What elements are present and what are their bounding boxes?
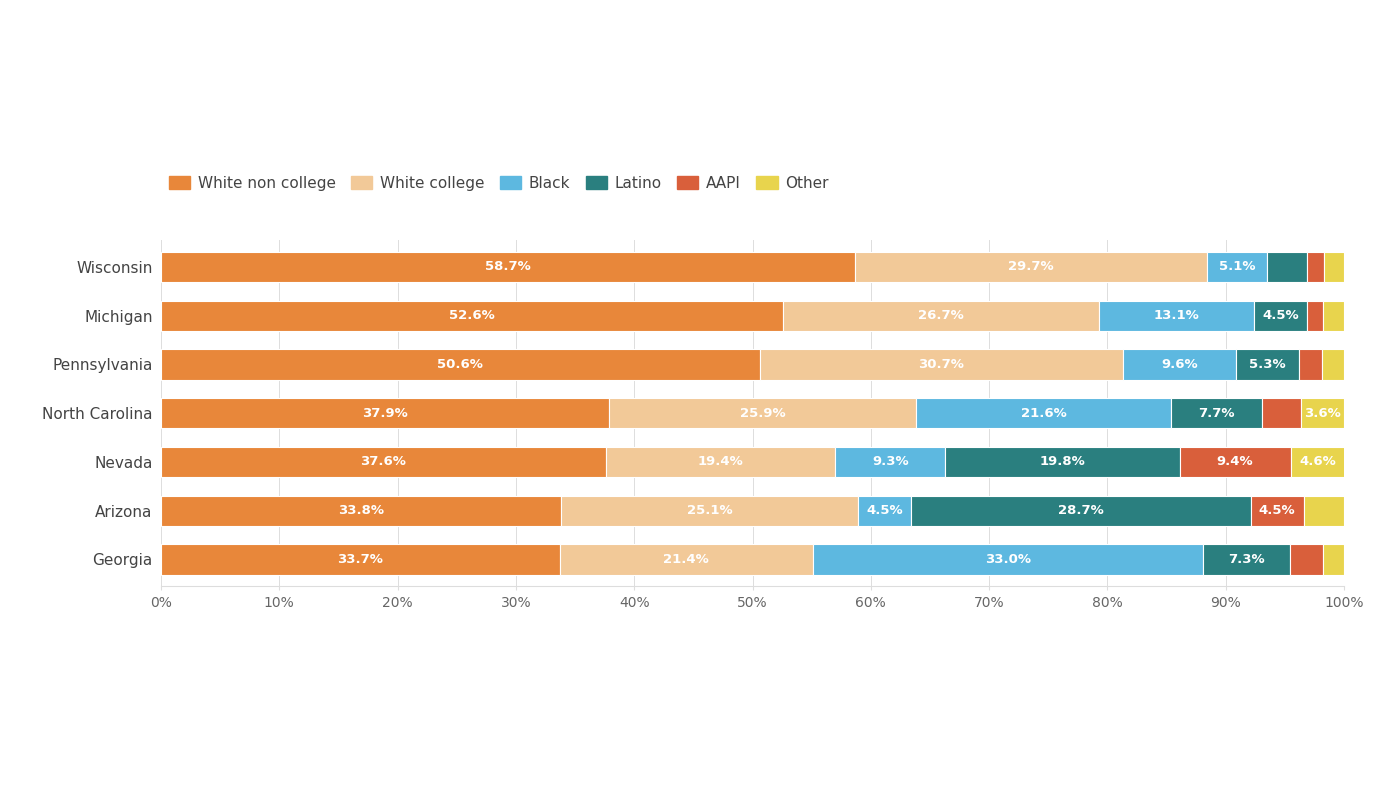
- Text: 4.6%: 4.6%: [1299, 456, 1337, 468]
- Bar: [1324, 252, 1344, 282]
- Text: 9.4%: 9.4%: [1217, 456, 1253, 468]
- Text: 33.7%: 33.7%: [337, 553, 384, 566]
- Bar: [161, 349, 760, 379]
- Bar: [783, 301, 1099, 331]
- Text: 4.5%: 4.5%: [1263, 309, 1299, 322]
- Text: 26.7%: 26.7%: [918, 309, 965, 322]
- Text: 19.4%: 19.4%: [697, 456, 743, 468]
- Text: 37.9%: 37.9%: [363, 407, 407, 419]
- Text: 9.6%: 9.6%: [1161, 358, 1198, 371]
- Bar: [609, 398, 916, 428]
- Text: 30.7%: 30.7%: [918, 358, 965, 371]
- Text: 4.5%: 4.5%: [867, 504, 903, 517]
- Text: 9.3%: 9.3%: [872, 456, 909, 468]
- Text: 29.7%: 29.7%: [1008, 260, 1054, 273]
- Bar: [161, 252, 855, 282]
- Bar: [1172, 398, 1263, 428]
- Text: 21.6%: 21.6%: [1021, 407, 1067, 419]
- Bar: [1267, 252, 1308, 282]
- Bar: [911, 496, 1250, 526]
- Bar: [1123, 349, 1236, 379]
- Bar: [161, 301, 783, 331]
- Text: 52.6%: 52.6%: [449, 309, 496, 322]
- Text: 13.1%: 13.1%: [1154, 309, 1200, 322]
- Text: 4.5%: 4.5%: [1259, 504, 1295, 517]
- Bar: [945, 447, 1180, 477]
- Bar: [161, 496, 561, 526]
- Text: 3.6%: 3.6%: [1305, 407, 1341, 419]
- Bar: [1302, 398, 1344, 428]
- Bar: [813, 545, 1203, 575]
- Bar: [1263, 398, 1302, 428]
- Bar: [561, 496, 858, 526]
- Bar: [1299, 349, 1322, 379]
- Bar: [1207, 252, 1267, 282]
- Text: 25.1%: 25.1%: [686, 504, 732, 517]
- Text: 37.6%: 37.6%: [360, 456, 406, 468]
- Bar: [1099, 301, 1254, 331]
- Bar: [161, 447, 606, 477]
- Bar: [1291, 447, 1345, 477]
- Bar: [1323, 545, 1344, 575]
- Bar: [760, 349, 1123, 379]
- Bar: [1308, 252, 1324, 282]
- Bar: [606, 447, 836, 477]
- Text: 19.8%: 19.8%: [1040, 456, 1085, 468]
- Text: 5.1%: 5.1%: [1218, 260, 1256, 273]
- Bar: [858, 496, 911, 526]
- Text: 21.4%: 21.4%: [664, 553, 710, 566]
- Bar: [1236, 349, 1299, 379]
- Text: 50.6%: 50.6%: [437, 358, 483, 371]
- Text: 5.3%: 5.3%: [1249, 358, 1287, 371]
- Bar: [161, 398, 609, 428]
- Bar: [855, 252, 1207, 282]
- Text: 7.7%: 7.7%: [1198, 407, 1235, 419]
- Bar: [916, 398, 1172, 428]
- Text: 7.3%: 7.3%: [1228, 553, 1264, 566]
- Bar: [836, 447, 945, 477]
- Bar: [1323, 301, 1344, 331]
- Text: 33.8%: 33.8%: [337, 504, 384, 517]
- Bar: [161, 545, 560, 575]
- Bar: [1322, 349, 1344, 379]
- Bar: [1203, 545, 1289, 575]
- Text: 25.9%: 25.9%: [739, 407, 785, 419]
- Bar: [1254, 301, 1308, 331]
- Legend: White non college, White college, Black, Latino, AAPI, Other: White non college, White college, Black,…: [168, 176, 829, 190]
- Bar: [1180, 447, 1291, 477]
- Text: 33.0%: 33.0%: [986, 553, 1030, 566]
- Bar: [1289, 545, 1323, 575]
- Bar: [1308, 301, 1323, 331]
- Text: 58.7%: 58.7%: [486, 260, 531, 273]
- Text: 28.7%: 28.7%: [1058, 504, 1103, 517]
- Bar: [1250, 496, 1303, 526]
- Bar: [560, 545, 813, 575]
- Bar: [1303, 496, 1344, 526]
